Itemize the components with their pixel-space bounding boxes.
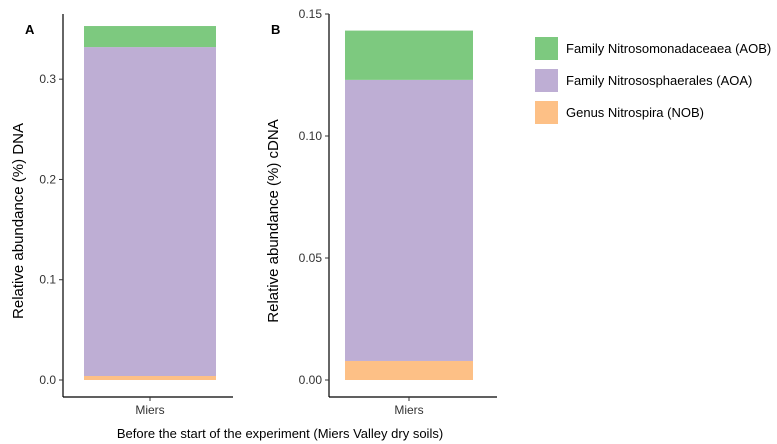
panel-a-x-ticks: Miers <box>135 397 165 417</box>
legend-swatch-2 <box>535 101 558 124</box>
panel-a-y-tick-label: 0.3 <box>39 72 56 86</box>
panel-a-bar-segment-1 <box>84 47 216 376</box>
panel-b-marks <box>345 30 473 380</box>
panel-a-marks <box>84 26 216 380</box>
panel-b-x-tick-label: Miers <box>394 403 423 417</box>
legend-swatch-0 <box>535 37 558 60</box>
legend-swatch-1 <box>535 69 558 92</box>
panel-b-bar-segment-2 <box>345 30 473 80</box>
panel-b-y-tick-label: 0.05 <box>299 251 323 265</box>
panel-b-y-tick-label: 0.10 <box>299 129 323 143</box>
panel-a-y-tick-label: 0.0 <box>39 373 56 387</box>
panel-b-tag: B <box>271 22 280 37</box>
x-axis-title: Before the start of the experiment (Mier… <box>117 426 443 441</box>
panel-a-tag: A <box>25 22 35 37</box>
panel-a: A Relative abundance (%) DNA 0.00.10.20.… <box>10 14 233 417</box>
panel-a-y-tick-label: 0.2 <box>39 172 56 186</box>
legend: Family Nitrosomonadaceaea (AOB) Family Ni… <box>535 37 771 124</box>
panel-b-bar-segment-1 <box>345 79 473 361</box>
panel-a-bar-segment-2 <box>84 26 216 48</box>
panel-a-y-tick-label: 0.1 <box>39 273 56 287</box>
legend-label-1: Family Nitrososphaerales (AOA) <box>566 73 752 88</box>
panel-a-bar-segment-0 <box>84 375 216 380</box>
panel-b-x-ticks: Miers <box>394 397 424 417</box>
panel-a-x-tick-label: Miers <box>135 403 164 417</box>
panel-b-bar-segment-0 <box>345 360 473 380</box>
legend-label-2: Genus Nitrospira (NOB) <box>566 105 704 120</box>
panel-a-y-ticks: 0.0 0.1 0.2 0.3 <box>39 72 63 387</box>
panel-b: B Relative abundance (%) cDNA 0.000.050.… <box>265 7 497 417</box>
legend-label-0: Family Nitrosomonadaceaea (AOB) <box>566 41 771 56</box>
panel-b-y-axis-title: Relative abundance (%) cDNA <box>265 119 282 322</box>
panel-b-y-tick-label: 0.15 <box>299 7 323 21</box>
panel-b-y-ticks: 0.00 0.05 0.10 0.15 <box>299 7 329 387</box>
panel-a-y-axis-title: Relative abundance (%) DNA <box>10 123 27 319</box>
panel-b-y-tick-label: 0.00 <box>299 373 323 387</box>
